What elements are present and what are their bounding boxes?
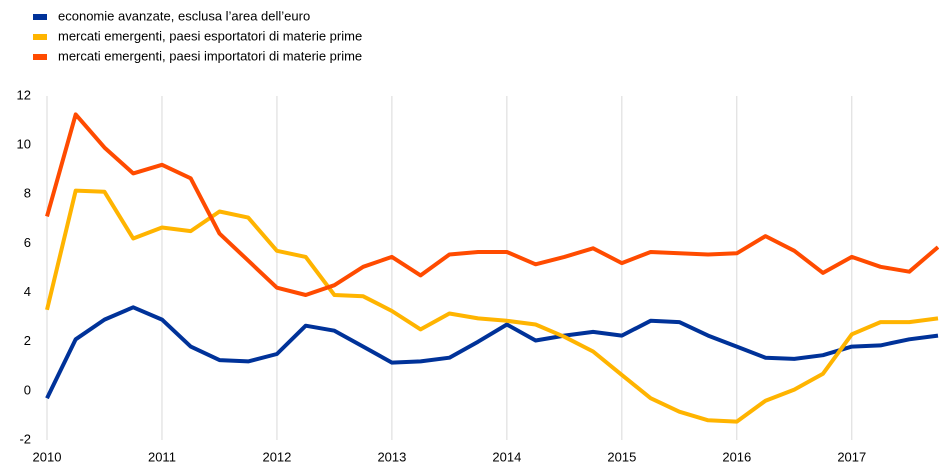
- series-line: [45, 112, 939, 297]
- legend-label: mercati emergenti, paesi esportatori di …: [58, 28, 362, 43]
- y-tick-label: 6: [24, 235, 31, 250]
- y-tick-label: -2: [19, 431, 31, 446]
- y-tick-label: 0: [24, 382, 31, 397]
- series-line: [45, 305, 939, 400]
- x-tick-label: 2012: [262, 449, 291, 464]
- y-tick-label: 4: [24, 284, 31, 299]
- y-tick-label: 8: [24, 186, 31, 201]
- legend-label: economie avanzate, esclusa l’area dell’e…: [58, 8, 310, 23]
- x-tick-label: 2017: [837, 449, 866, 464]
- x-tick-label: 2013: [377, 449, 406, 464]
- legend-swatch: [33, 54, 47, 60]
- legend-label: mercati emergenti, paesi importatori di …: [58, 48, 362, 63]
- x-tick-label: 2015: [607, 449, 636, 464]
- x-tick-label: 2016: [722, 449, 751, 464]
- y-tick-label: 2: [24, 333, 31, 348]
- x-tick-label: 2010: [33, 449, 62, 464]
- x-tick-label: 2011: [148, 449, 176, 464]
- series-line: [45, 188, 939, 424]
- x-tick-label: 2014: [492, 449, 521, 464]
- y-tick-label: 12: [17, 87, 31, 102]
- y-tick-label: 10: [17, 137, 31, 152]
- legend-swatch: [33, 14, 47, 20]
- legend-swatch: [33, 34, 47, 40]
